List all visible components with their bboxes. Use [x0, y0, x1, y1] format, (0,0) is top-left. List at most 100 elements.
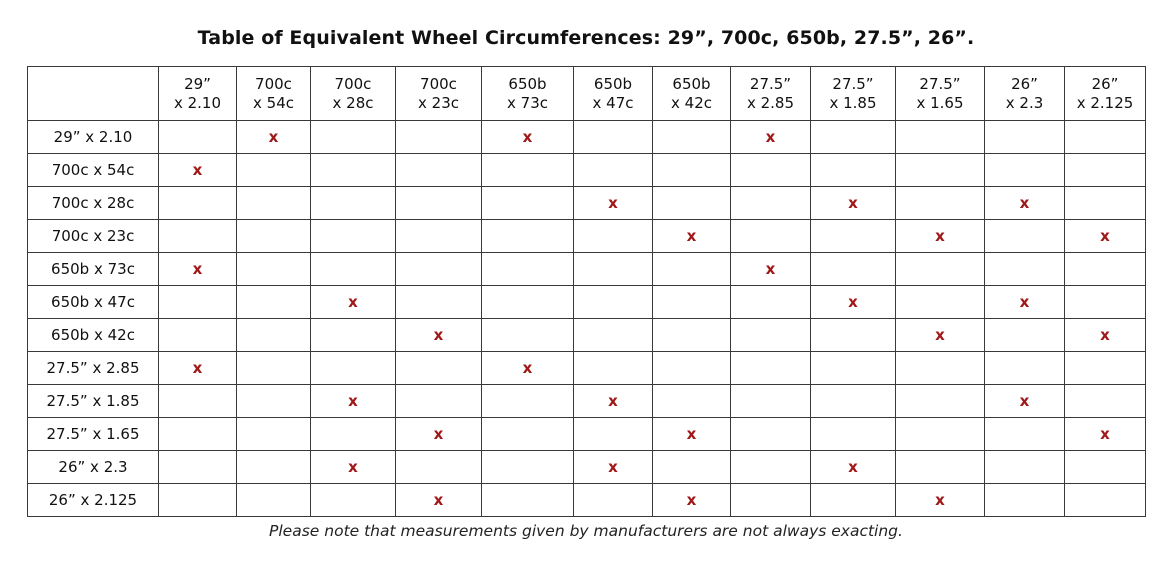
equivalence-mark: x — [730, 252, 811, 286]
row-header: 26” x 2.3 — [27, 450, 159, 484]
empty-cell — [730, 450, 811, 484]
empty-cell — [310, 351, 396, 385]
equivalence-mark: x — [573, 186, 653, 220]
column-header: 26” x 2.3 — [984, 66, 1065, 121]
row-header: 29” x 2.10 — [27, 120, 159, 154]
empty-cell — [652, 384, 731, 418]
empty-cell — [573, 351, 653, 385]
empty-cell — [652, 318, 731, 352]
column-header: 700c x 28c — [310, 66, 396, 121]
empty-cell — [236, 219, 311, 253]
empty-cell — [984, 120, 1065, 154]
empty-cell — [810, 252, 896, 286]
empty-cell — [895, 153, 985, 187]
equivalence-mark: x — [984, 186, 1065, 220]
empty-cell — [1064, 120, 1146, 154]
empty-cell — [395, 285, 482, 319]
empty-cell — [895, 120, 985, 154]
empty-cell — [652, 186, 731, 220]
equivalence-mark: x — [481, 351, 574, 385]
empty-cell — [236, 450, 311, 484]
empty-cell — [895, 252, 985, 286]
equivalence-mark: x — [895, 483, 985, 517]
empty-cell — [395, 384, 482, 418]
empty-cell — [481, 186, 574, 220]
equivalence-mark: x — [984, 384, 1065, 418]
row-header: 650b x 73c — [27, 252, 159, 286]
equivalence-mark: x — [652, 219, 731, 253]
empty-cell — [481, 450, 574, 484]
equivalence-mark: x — [310, 384, 396, 418]
equivalence-mark: x — [395, 417, 482, 451]
column-header: 27.5” x 1.65 — [895, 66, 985, 121]
equivalence-mark: x — [573, 384, 653, 418]
empty-cell — [1064, 483, 1146, 517]
empty-cell — [158, 417, 237, 451]
empty-cell — [573, 318, 653, 352]
equivalence-mark: x — [481, 120, 574, 154]
empty-cell — [810, 153, 896, 187]
column-header: 29” x 2.10 — [158, 66, 237, 121]
empty-cell — [1064, 186, 1146, 220]
table-row: 26” x 2.125 x x x — [27, 483, 1146, 517]
empty-cell — [573, 285, 653, 319]
equivalence-mark: x — [652, 483, 731, 517]
empty-cell — [730, 318, 811, 352]
empty-cell — [158, 384, 237, 418]
equivalence-mark: x — [158, 252, 237, 286]
empty-cell — [573, 120, 653, 154]
equivalence-mark: x — [810, 450, 896, 484]
equivalence-mark: x — [158, 351, 237, 385]
empty-cell — [481, 252, 574, 286]
empty-cell — [481, 285, 574, 319]
empty-cell — [984, 351, 1065, 385]
empty-cell — [730, 483, 811, 517]
empty-cell — [481, 219, 574, 253]
empty-cell — [236, 285, 311, 319]
equivalence-mark: x — [652, 417, 731, 451]
column-header: 27.5” x 1.85 — [810, 66, 896, 121]
empty-cell — [730, 384, 811, 418]
row-header: 26” x 2.125 — [27, 483, 159, 517]
column-header: 650b x 42c — [652, 66, 731, 121]
empty-cell — [1064, 153, 1146, 187]
empty-cell — [395, 252, 482, 286]
empty-cell — [481, 417, 574, 451]
empty-cell — [652, 153, 731, 187]
table-body: 29” x 2.10 x x x 700c x 54c x 700c x 28c x x x 700… — [27, 120, 1146, 517]
empty-cell — [652, 285, 731, 319]
table-row: 29” x 2.10 x x x — [27, 120, 1146, 154]
equivalence-mark: x — [310, 285, 396, 319]
empty-cell — [573, 252, 653, 286]
equivalence-mark: x — [1064, 219, 1146, 253]
empty-cell — [395, 186, 482, 220]
empty-cell — [895, 417, 985, 451]
empty-cell — [395, 351, 482, 385]
column-header: 27.5” x 2.85 — [730, 66, 811, 121]
empty-cell — [895, 351, 985, 385]
empty-cell — [481, 483, 574, 517]
header-row: 29” x 2.10 700c x 54c 700c x 28c 700c x 23c … — [27, 66, 1146, 121]
equivalence-mark: x — [158, 153, 237, 187]
empty-cell — [236, 252, 311, 286]
equivalence-mark: x — [236, 120, 311, 154]
table-row: 650b x 47c x x x — [27, 285, 1146, 319]
equivalence-mark: x — [984, 285, 1065, 319]
row-header: 27.5” x 1.65 — [27, 417, 159, 451]
empty-cell — [573, 417, 653, 451]
empty-cell — [395, 153, 482, 187]
empty-cell — [652, 252, 731, 286]
equivalence-mark: x — [310, 450, 396, 484]
empty-cell — [652, 120, 731, 154]
equivalence-mark: x — [730, 120, 811, 154]
empty-cell — [236, 417, 311, 451]
empty-cell — [730, 351, 811, 385]
empty-cell — [236, 384, 311, 418]
empty-cell — [652, 351, 731, 385]
equivalence-mark: x — [810, 285, 896, 319]
empty-cell — [984, 153, 1065, 187]
empty-cell — [395, 450, 482, 484]
empty-cell — [895, 450, 985, 484]
empty-cell — [810, 219, 896, 253]
corner-cell — [27, 66, 159, 121]
